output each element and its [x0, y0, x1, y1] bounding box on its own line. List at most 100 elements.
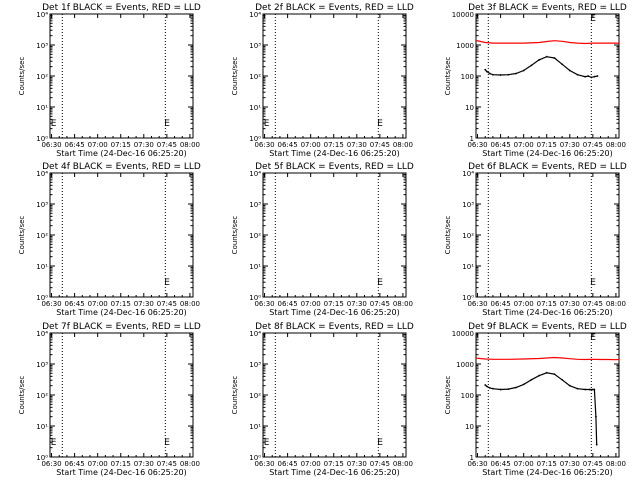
event-marker: E: [590, 333, 596, 343]
y-tick-label: 1: [470, 135, 474, 143]
y-tick-label: 10³: [249, 201, 261, 209]
events-data-point: [593, 388, 596, 391]
y-axis-label: Counts/sec: [18, 57, 26, 96]
detector-panel-8: Det 8f BLACK = Events, RED = LLD 06:30 06:…: [231, 322, 414, 477]
events-data-point: [596, 75, 599, 77]
event-marker: E: [590, 14, 596, 24]
y-tick-label: 10000: [452, 330, 474, 338]
y-tick-label: 1: [470, 454, 474, 462]
lld-series-line: [475, 39, 619, 45]
events-data-point: [590, 76, 593, 79]
x-tick-label: 07:45: [583, 460, 603, 468]
plot-frame: [262, 172, 407, 298]
detector-panel-2: Det 2f BLACK = Events, RED = LLD 06:30 06:…: [231, 3, 414, 158]
event-marker: E: [264, 438, 270, 448]
events-data-point: [484, 384, 487, 386]
events-data-point: [591, 388, 594, 391]
x-tick-label: 07:45: [157, 300, 177, 308]
y-tick-label: 10²: [36, 232, 48, 240]
events-data-point: [568, 69, 571, 72]
y-tick-label: 1000: [456, 42, 474, 50]
x-tick-label: 06:30: [254, 141, 274, 149]
y-tick-label: 10¹: [36, 104, 48, 112]
y-tick-label: 10⁰: [249, 135, 261, 143]
events-data-point: [587, 75, 590, 77]
y-tick-label: 10²: [249, 392, 261, 400]
event-marker: E: [164, 278, 170, 288]
panel-title: Det 2f BLACK = Events, RED = LLD: [255, 3, 414, 13]
detector-panel-7: Det 7f BLACK = Events, RED = LLD 06:30 06:…: [18, 322, 201, 477]
panel-title: Det 3f BLACK = Events, RED = LLD: [468, 3, 627, 13]
x-tick-label: 06:45: [491, 141, 511, 149]
x-tick-label: 07:30: [560, 460, 580, 468]
x-tick-label: 06:45: [65, 141, 85, 149]
plot-frame: [475, 332, 620, 458]
event-marker: E: [377, 438, 383, 448]
y-tick-label: 10³: [249, 361, 261, 369]
x-tick-label: 06:30: [254, 460, 274, 468]
x-tick-label: 07:30: [560, 141, 580, 149]
x-axis-label: Start Time (24-Dec-16 06:25:20): [269, 149, 400, 158]
detector-panel-9: Det 9f BLACK = Events, RED = LLD 06:30 06:…: [444, 322, 627, 477]
events-data-point: [588, 388, 591, 391]
events-data-point: [545, 55, 548, 58]
panel-title: Det 9f BLACK = Events, RED = LLD: [468, 322, 627, 332]
x-tick-label: 06:30: [41, 300, 61, 308]
x-tick-label: 07:30: [347, 141, 367, 149]
x-tick-label: 08:00: [393, 460, 413, 468]
y-tick-label: 10³: [36, 42, 48, 50]
event-marker: E: [164, 119, 170, 129]
event-marker: E: [264, 119, 270, 129]
x-tick-label: 07:45: [583, 300, 603, 308]
events-data-point: [576, 387, 579, 390]
events-data-point: [499, 74, 502, 76]
x-tick-label: 06:45: [278, 141, 298, 149]
x-tick-label: 08:00: [606, 300, 626, 308]
x-tick-label: 08:00: [180, 141, 200, 149]
x-tick-label: 07:15: [324, 300, 344, 308]
detector-panel-5: Det 5f BLACK = Events, RED = LLD 06:30 06:…: [231, 162, 414, 317]
x-tick-label: 06:30: [41, 460, 61, 468]
events-data-point: [485, 70, 488, 73]
events-data-point: [485, 385, 488, 388]
x-tick-label: 06:30: [254, 300, 274, 308]
x-tick-label: 07:45: [583, 141, 603, 149]
events-data-point: [507, 388, 510, 390]
x-tick-label: 06:45: [491, 300, 511, 308]
x-tick-label: 07:00: [88, 141, 108, 149]
events-data-point: [530, 64, 533, 67]
y-tick-label: 10⁴: [249, 11, 261, 19]
detector-panel-4: Det 4f BLACK = Events, RED = LLD 06:30 06:…: [18, 162, 201, 317]
y-tick-label: 10³: [249, 42, 261, 50]
y-tick-label: 1000: [456, 361, 474, 369]
panel-title: Det 6f BLACK = Events, RED = LLD: [468, 162, 627, 172]
events-data-point: [593, 75, 596, 78]
panel-title: Det 1f BLACK = Events, RED = LLD: [42, 3, 201, 13]
x-tick-label: 06:45: [278, 460, 298, 468]
x-tick-label: 07:00: [514, 460, 534, 468]
x-tick-label: 07:30: [134, 460, 154, 468]
events-data-point: [561, 63, 564, 66]
y-tick-label: 10000: [452, 11, 474, 19]
x-tick-label: 07:00: [301, 300, 321, 308]
x-tick-label: 08:00: [606, 460, 626, 468]
x-tick-label: 07:45: [157, 460, 177, 468]
events-data-point: [507, 73, 510, 76]
events-data-point: [584, 388, 587, 391]
x-tick-label: 06:45: [65, 460, 85, 468]
event-marker: E: [51, 438, 57, 448]
y-tick-label: 10⁰: [36, 135, 48, 143]
detector-panel-1: Det 1f BLACK = Events, RED = LLD 06:30 06:…: [18, 3, 201, 158]
plot-frame: [475, 172, 620, 298]
plot-frame: [262, 13, 407, 139]
x-tick-label: 07:15: [111, 460, 131, 468]
y-tick-label: 10²: [249, 232, 261, 240]
y-tick-label: 100: [461, 392, 474, 400]
events-data-point: [488, 386, 491, 389]
event-marker: E: [377, 278, 383, 288]
x-tick-label: 07:15: [324, 141, 344, 149]
x-tick-label: 06:30: [41, 141, 61, 149]
x-tick-label: 06:30: [467, 460, 487, 468]
x-axis-label: Start Time (24-Dec-16 06:25:20): [269, 308, 400, 317]
x-tick-label: 07:00: [301, 460, 321, 468]
